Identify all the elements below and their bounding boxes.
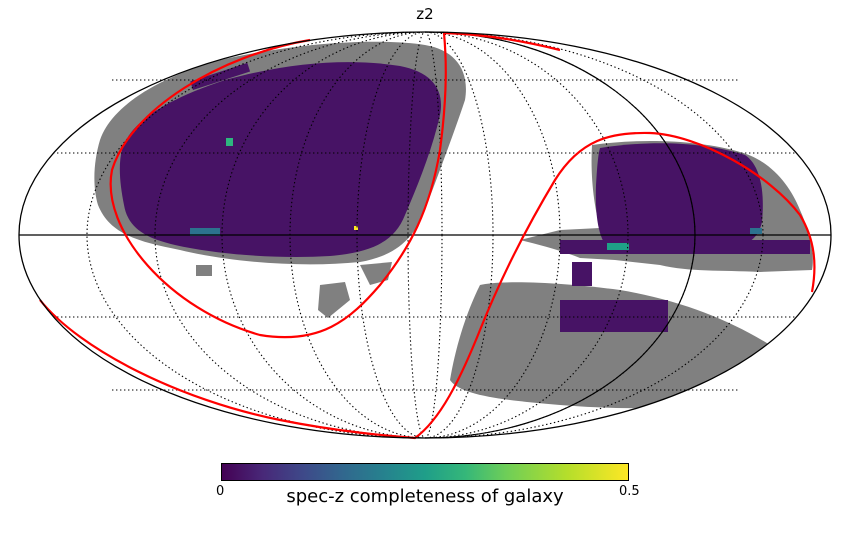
map-outline: [18, 31, 832, 439]
sgc-survey-region: [595, 143, 763, 252]
ngc-survey-region: [119, 62, 442, 257]
prime-meridian-arc: [424, 31, 696, 439]
sgc-mid-completeness-patch: [750, 228, 762, 234]
sgc-stripe-1: [560, 240, 810, 254]
sgc-stripe-3: [572, 262, 592, 286]
high-completeness-patch: [226, 138, 233, 146]
reference-lines: [19, 31, 831, 439]
colorbar: [221, 463, 629, 481]
max-completeness-patch: [354, 226, 358, 230]
colorbar-label: spec-z completeness of galaxy: [286, 486, 564, 507]
colorbar-max-tick: 0.5: [619, 484, 640, 499]
map-title: z2: [416, 5, 434, 23]
map-body: [94, 41, 813, 409]
sgc-stripe-2: [560, 300, 668, 332]
sgc-south-masked-region: [450, 282, 784, 409]
sgc-high-completeness-patch: [607, 243, 629, 250]
mid-completeness-patch: [190, 228, 220, 236]
stripe-region: [190, 62, 251, 91]
colorbar-min-tick: 0: [216, 484, 225, 499]
ngc-masked-tail: [196, 262, 392, 318]
galactic-plane: [39, 31, 816, 440]
